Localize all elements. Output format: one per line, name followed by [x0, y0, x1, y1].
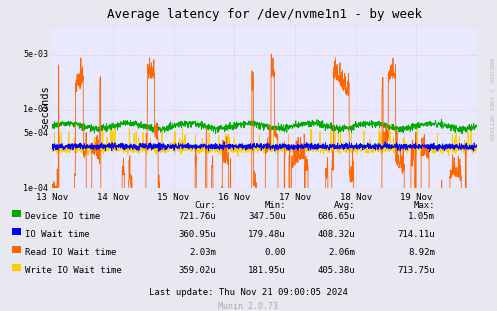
Text: 714.11u: 714.11u [397, 230, 435, 239]
Text: Last update: Thu Nov 21 09:00:05 2024: Last update: Thu Nov 21 09:00:05 2024 [149, 288, 348, 297]
Text: 181.95u: 181.95u [248, 266, 286, 275]
Text: Min:: Min: [264, 201, 286, 210]
Text: IO Wait time: IO Wait time [25, 230, 89, 239]
Text: 2.03m: 2.03m [189, 248, 216, 257]
Text: Cur:: Cur: [195, 201, 216, 210]
Text: Munin 2.0.73: Munin 2.0.73 [219, 302, 278, 311]
Text: 1e-04: 1e-04 [23, 184, 48, 193]
Text: 0.00: 0.00 [264, 248, 286, 257]
Text: 360.95u: 360.95u [178, 230, 216, 239]
Text: 405.38u: 405.38u [318, 266, 355, 275]
Text: 686.65u: 686.65u [318, 212, 355, 221]
Text: RRDTOOL / TOBI OETIKER: RRDTOOL / TOBI OETIKER [488, 58, 493, 141]
Text: 5e-04: 5e-04 [23, 129, 48, 138]
Text: 179.48u: 179.48u [248, 230, 286, 239]
Text: 1.05m: 1.05m [408, 212, 435, 221]
Text: 5e-03: 5e-03 [23, 50, 48, 59]
Text: 359.02u: 359.02u [178, 266, 216, 275]
Text: Write IO Wait time: Write IO Wait time [25, 266, 122, 275]
Text: 721.76u: 721.76u [178, 212, 216, 221]
Y-axis label: seconds: seconds [39, 85, 49, 128]
Text: 347.50u: 347.50u [248, 212, 286, 221]
Text: Avg:: Avg: [334, 201, 355, 210]
Text: Read IO Wait time: Read IO Wait time [25, 248, 116, 257]
Title: Average latency for /dev/nvme1n1 - by week: Average latency for /dev/nvme1n1 - by we… [107, 8, 422, 21]
Text: 713.75u: 713.75u [397, 266, 435, 275]
Text: 1e-03: 1e-03 [23, 105, 48, 114]
Text: 8.92m: 8.92m [408, 248, 435, 257]
Text: 2.06m: 2.06m [329, 248, 355, 257]
Text: 408.32u: 408.32u [318, 230, 355, 239]
Text: Device IO time: Device IO time [25, 212, 100, 221]
Text: Max:: Max: [414, 201, 435, 210]
